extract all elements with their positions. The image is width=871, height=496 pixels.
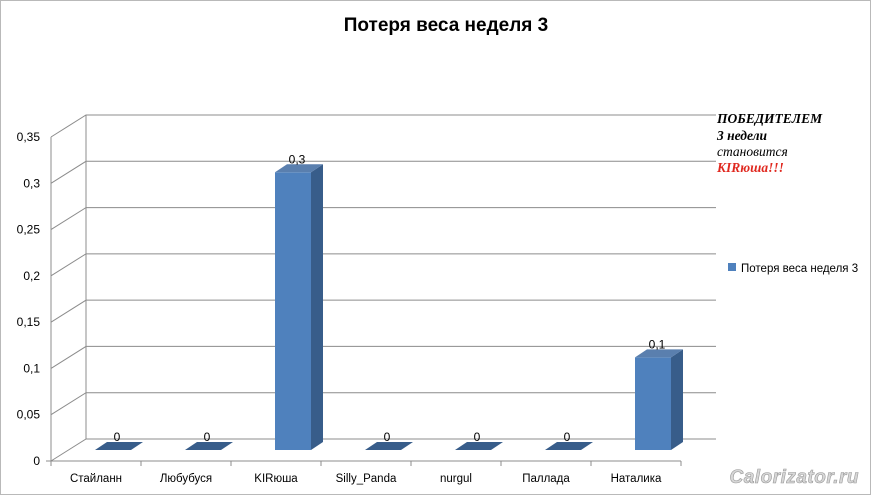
x-tick-label: Silly_Panda	[336, 473, 397, 485]
data-label: 0	[384, 430, 391, 444]
legend-label: Потеря веса неделя 3	[741, 263, 858, 275]
bar-front	[275, 172, 311, 451]
bar	[635, 349, 683, 450]
winner-annotation: ПОБЕДИТЕЛЕМ 3 недели становится KIRюша!!…	[716, 111, 823, 175]
bar-top	[635, 349, 683, 358]
bar-top	[95, 442, 143, 450]
y-tick-label: 0,05	[17, 408, 41, 422]
legend: Потеря веса неделя 3	[728, 263, 858, 275]
x-tick-label: Стайланн	[70, 473, 122, 485]
axes	[46, 115, 682, 466]
data-label: 0,1	[649, 337, 666, 351]
gridline	[50, 207, 716, 230]
x-tick-label: nurgul	[440, 473, 472, 485]
bar-top	[275, 164, 323, 173]
gridline	[50, 253, 716, 277]
y-tick-label: 0,15	[17, 315, 41, 329]
bar-top	[455, 442, 503, 450]
data-label: 0	[204, 430, 211, 444]
chart-title: Потеря веса неделя 3	[344, 15, 548, 36]
bar	[455, 442, 503, 450]
bars	[95, 164, 683, 451]
y-tick-label: 0,35	[17, 130, 41, 144]
y-tick-label: 0,2	[23, 269, 40, 283]
gridline	[50, 392, 716, 416]
y-tick-label: 0,25	[17, 223, 41, 237]
bar-top	[545, 442, 593, 450]
annotation-line-1: ПОБЕДИТЕЛЕМ	[716, 111, 823, 126]
bar-top	[365, 442, 413, 450]
bar	[545, 442, 593, 450]
gridlines	[50, 114, 716, 462]
bar-side	[311, 164, 323, 451]
bar-front	[635, 357, 671, 450]
annotation-line-2: 3 недели	[716, 128, 768, 143]
x-tick-label: Наталика	[611, 473, 662, 485]
gridline	[50, 160, 716, 184]
watermark: Calorizator.ru	[730, 467, 859, 488]
gridline	[50, 299, 716, 323]
legend-swatch	[728, 263, 736, 271]
y-tick-labels: 0 0,05 0,1 0,15 0,2 0,25 0,3 0,35	[17, 130, 41, 468]
bar	[95, 442, 143, 450]
bar	[365, 442, 413, 450]
gridline	[50, 345, 716, 369]
annotation-line-4: KIRюша!!!	[716, 160, 784, 175]
x-tick-label: Любубуся	[160, 473, 212, 485]
data-label: 0,3	[289, 152, 306, 166]
x-tick-label: KIRюша	[254, 473, 298, 485]
gridline	[50, 114, 716, 138]
bar-top	[185, 442, 233, 450]
y-tick-label: 0,1	[23, 361, 40, 375]
data-label: 0	[564, 430, 571, 444]
x-tick-label: Паллада	[522, 473, 570, 485]
data-label: 0	[114, 430, 121, 444]
data-label: 0	[474, 430, 481, 444]
bar	[185, 442, 233, 450]
y-tick-label: 0	[33, 454, 40, 468]
y-tick-label: 0,3	[23, 176, 40, 190]
data-labels: 0 0 0,3 0 0 0 0,1	[114, 152, 666, 444]
x-tick-labels: Стайланн Любубуся KIRюша Silly_Panda nurgul П…	[70, 473, 662, 485]
bar	[275, 164, 323, 451]
annotation-line-3: становится	[717, 144, 788, 159]
bar-side	[671, 349, 683, 450]
